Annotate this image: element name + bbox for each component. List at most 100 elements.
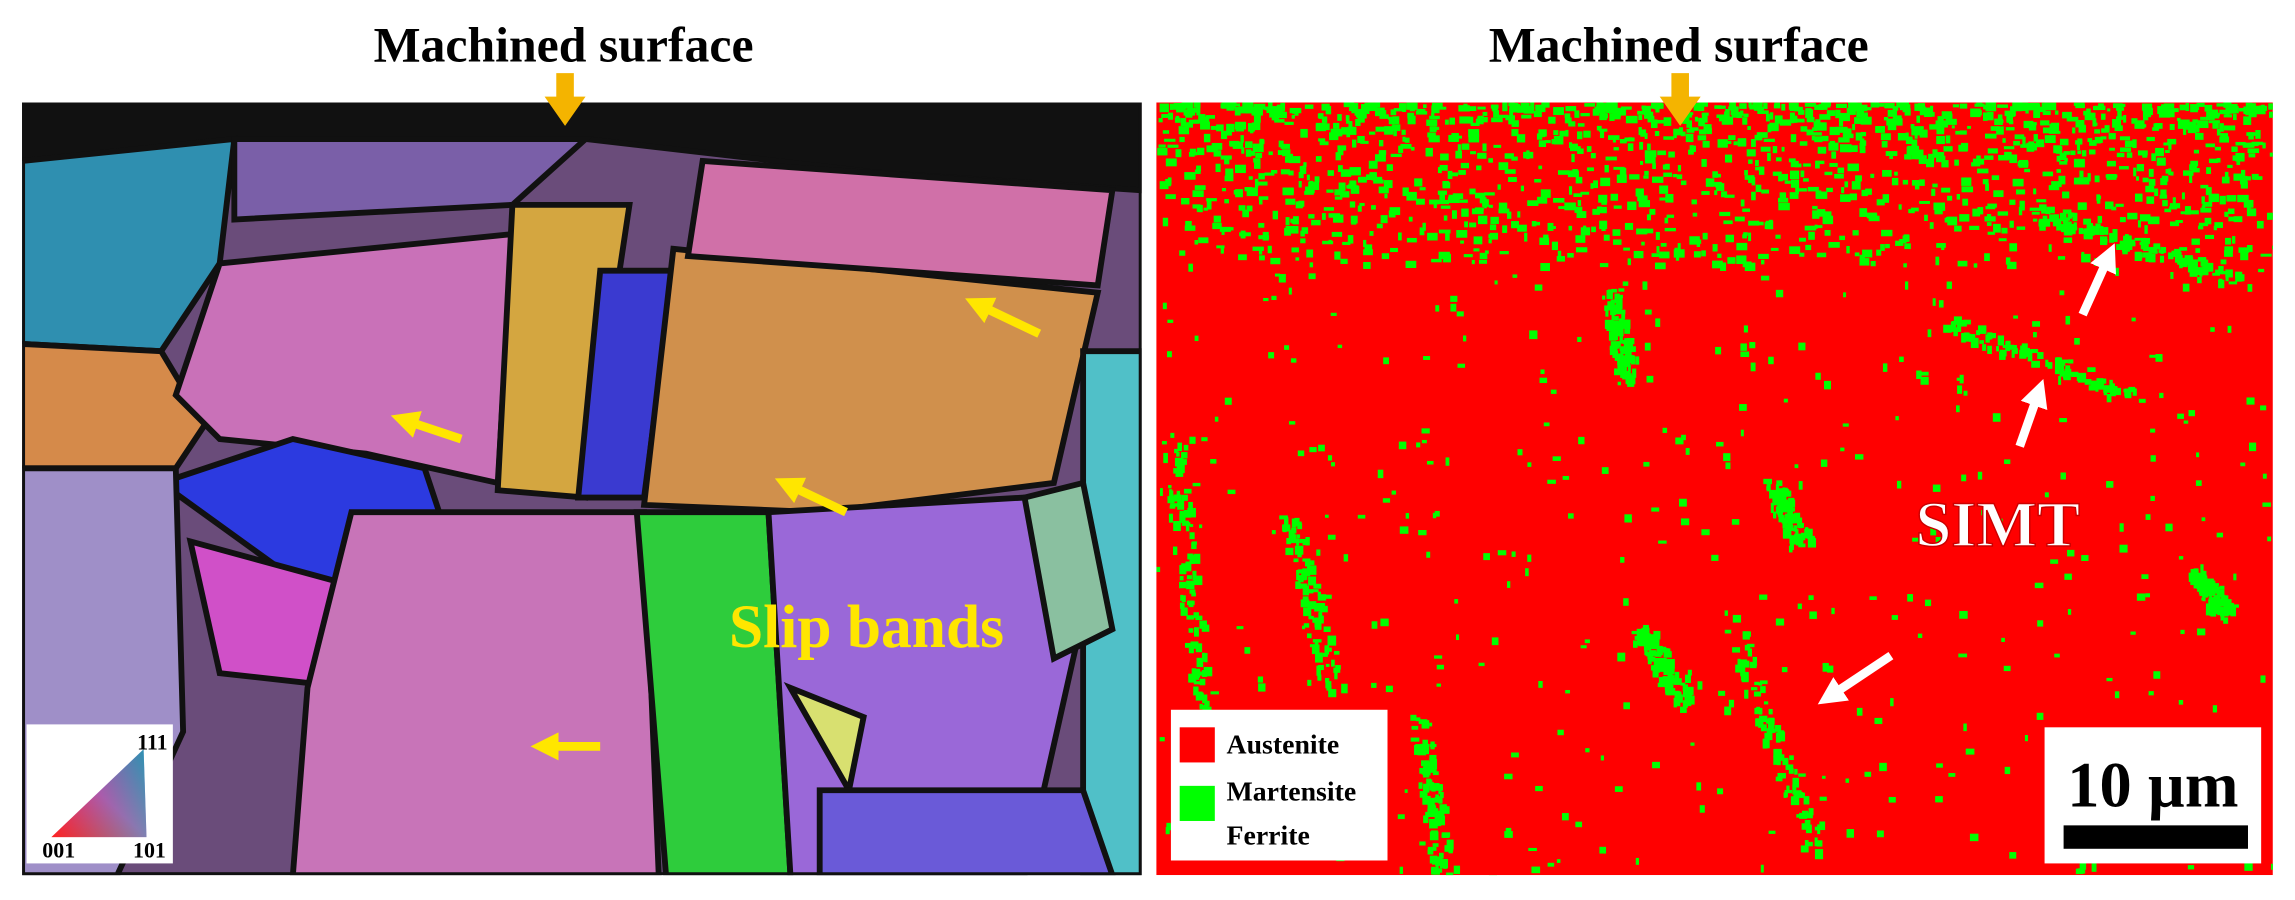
martensite-speck xyxy=(1820,459,1828,467)
martensite-speck xyxy=(2154,188,2159,197)
martensite-speck xyxy=(1654,262,1666,270)
martensite-speck xyxy=(1680,682,1686,686)
martensite-speck xyxy=(2251,173,2259,180)
martensite-speck xyxy=(1577,200,1582,206)
martensite-speck xyxy=(1629,346,1636,353)
martensite-speck xyxy=(1543,422,1550,427)
martensite-speck xyxy=(2192,119,2198,124)
martensite-speck xyxy=(1212,222,1222,230)
martensite-speck xyxy=(1194,185,1206,190)
martensite-speck xyxy=(1737,138,1747,147)
martensite-speck xyxy=(1452,193,1464,199)
martensite-speck xyxy=(1781,146,1785,152)
martensite-speck xyxy=(1650,119,1658,129)
martensite-speck xyxy=(2162,111,2175,118)
martensite-speck xyxy=(1680,180,1687,186)
martensite-speck xyxy=(1517,224,1527,232)
martensite-speck xyxy=(2180,211,2190,215)
martensite-speck xyxy=(1756,132,1768,138)
martensite-speck xyxy=(1975,110,1982,116)
martensite-speck xyxy=(1550,389,1557,394)
martensite-speck xyxy=(1206,198,1217,202)
martensite-speck xyxy=(2200,184,2209,189)
martensite-speck xyxy=(1735,664,1744,673)
martensite-speck xyxy=(1907,594,1913,602)
martensite-speck xyxy=(1686,120,1693,128)
martensite-speck xyxy=(1765,738,1770,749)
martensite-speck xyxy=(1991,175,2000,181)
martensite-speck xyxy=(1181,595,1186,603)
martensite-speck xyxy=(1932,484,1941,492)
martensite-speck xyxy=(2195,267,2203,276)
martensite-speck xyxy=(2125,243,2133,250)
martensite-speck xyxy=(2236,159,2241,166)
martensite-speck xyxy=(1763,138,1775,142)
martensite-speck xyxy=(1723,220,1733,225)
martensite-speck xyxy=(1779,754,1785,761)
martensite-speck xyxy=(1384,193,1388,199)
martensite-speck xyxy=(1742,234,1748,239)
martensite-speck xyxy=(1938,206,1946,211)
martensite-speck xyxy=(2233,216,2243,223)
martensite-speck xyxy=(2056,357,2061,363)
martensite-speck xyxy=(2141,574,2149,580)
martensite-speck xyxy=(1610,193,1619,201)
martensite-speck xyxy=(1984,155,1994,160)
martensite-speck xyxy=(2216,128,2221,136)
martensite-speck xyxy=(1488,875,1498,876)
martensite-speck xyxy=(1599,846,1607,854)
martensite-speck xyxy=(2076,374,2081,381)
martensite-speck xyxy=(1967,125,1971,129)
martensite-speck xyxy=(1698,102,1708,107)
martensite-speck xyxy=(2226,195,2237,202)
martensite-speck xyxy=(1161,103,1165,111)
martensite-speck xyxy=(1584,639,1590,644)
martensite-speck xyxy=(1740,199,1745,207)
martensite-speck xyxy=(2054,110,2059,115)
martensite-speck xyxy=(2027,102,2036,107)
martensite-speck xyxy=(1644,342,1651,351)
martensite-speck xyxy=(1325,514,1329,518)
martensite-speck xyxy=(1911,139,1918,147)
martensite-speck xyxy=(1302,541,1309,546)
martensite-speck xyxy=(2012,102,2023,112)
martensite-speck xyxy=(2169,124,2175,130)
martensite-speck xyxy=(2198,222,2209,227)
martensite-speck xyxy=(1441,832,1451,837)
martensite-speck xyxy=(1792,784,1797,795)
martensite-speck xyxy=(1904,281,1909,290)
martensite-speck xyxy=(1184,225,1196,231)
martensite-speck xyxy=(1720,262,1727,271)
martensite-speck xyxy=(1945,118,1957,125)
martensite-speck xyxy=(1234,121,1247,130)
martensite-speck xyxy=(1938,300,1944,308)
martensite-speck xyxy=(1789,755,1794,760)
martensite-speck xyxy=(1280,169,1290,175)
martensite-speck xyxy=(1199,620,1207,629)
martensite-speck xyxy=(1701,250,1706,257)
martensite-speck xyxy=(2023,120,2034,129)
martensite-speck xyxy=(1315,652,1323,663)
martensite-speck xyxy=(2206,584,2214,594)
martensite-speck xyxy=(1299,583,1308,589)
martensite-speck xyxy=(1834,173,1844,179)
martensite-speck xyxy=(1829,140,1836,144)
martensite-speck xyxy=(1675,252,1680,261)
martensite-speck xyxy=(1318,113,1324,119)
martensite-speck xyxy=(1912,537,1919,542)
martensite-speck xyxy=(1334,650,1340,655)
martensite-speck xyxy=(1681,434,1686,441)
martensite-speck xyxy=(1787,509,1794,516)
martensite-speck xyxy=(2197,276,2202,284)
martensite-speck xyxy=(1779,192,1787,200)
martensite-speck xyxy=(1676,696,1680,702)
martensite-speck xyxy=(1691,199,1697,205)
martensite-speck xyxy=(1407,112,1415,119)
martensite-speck xyxy=(2213,595,2220,603)
martensite-speck xyxy=(1512,102,1519,109)
martensite-speck xyxy=(2057,256,2066,260)
martensite-speck xyxy=(2007,344,2015,350)
martensite-speck xyxy=(1798,109,1805,115)
martensite-speck xyxy=(1371,621,1378,629)
martensite-speck xyxy=(1740,343,1747,351)
